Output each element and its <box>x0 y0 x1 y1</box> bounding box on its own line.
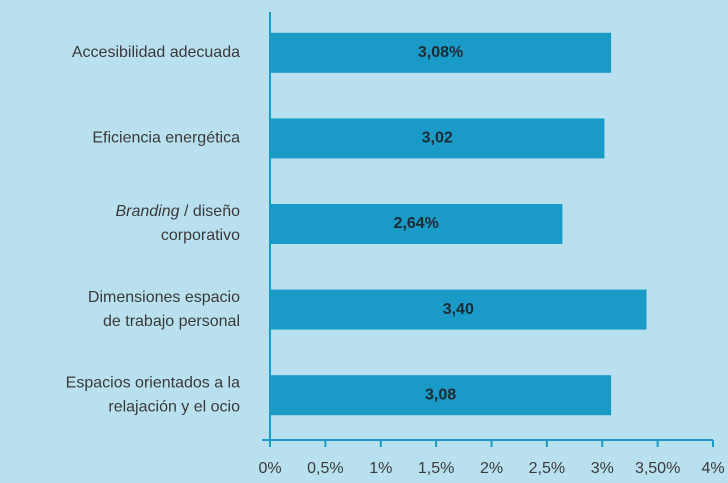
category-label: de trabajo personal <box>103 313 240 330</box>
category-label-part: Branding <box>115 203 179 220</box>
category-label-part: / diseño <box>180 203 241 220</box>
bar <box>270 204 563 244</box>
category-label: relajación y el ocio <box>108 398 240 415</box>
x-tick-label: 3% <box>591 460 614 477</box>
x-tick-label: 2,5% <box>529 460 565 477</box>
x-tick-label: 0,5% <box>307 460 343 477</box>
category-label: Dimensiones espacio <box>88 289 240 306</box>
bar <box>270 375 612 416</box>
category-label: Eficiencia energética <box>92 130 240 147</box>
bar <box>270 32 612 73</box>
x-tick-label: 1,5% <box>418 460 454 477</box>
bar <box>270 118 605 159</box>
category-label: corporativo <box>161 227 240 244</box>
x-tick-label: 1% <box>369 460 392 477</box>
x-tick-label: 3,50% <box>635 460 680 477</box>
x-tick-label: 4% <box>701 460 724 477</box>
x-tick-label: 0% <box>258 460 281 477</box>
value-label: 3,08 <box>425 386 456 403</box>
value-label: 3,02 <box>422 130 453 147</box>
value-label: 3,08% <box>418 44 463 61</box>
category-label: Espacios orientados a la <box>66 374 240 391</box>
x-tick-label: 2% <box>480 460 503 477</box>
value-label: 2,64% <box>394 215 439 232</box>
value-label: 3,40 <box>443 301 474 318</box>
category-label: Accesibilidad adecuada <box>72 44 240 61</box>
category-label: Branding / diseño <box>115 203 240 220</box>
bar <box>270 289 647 330</box>
